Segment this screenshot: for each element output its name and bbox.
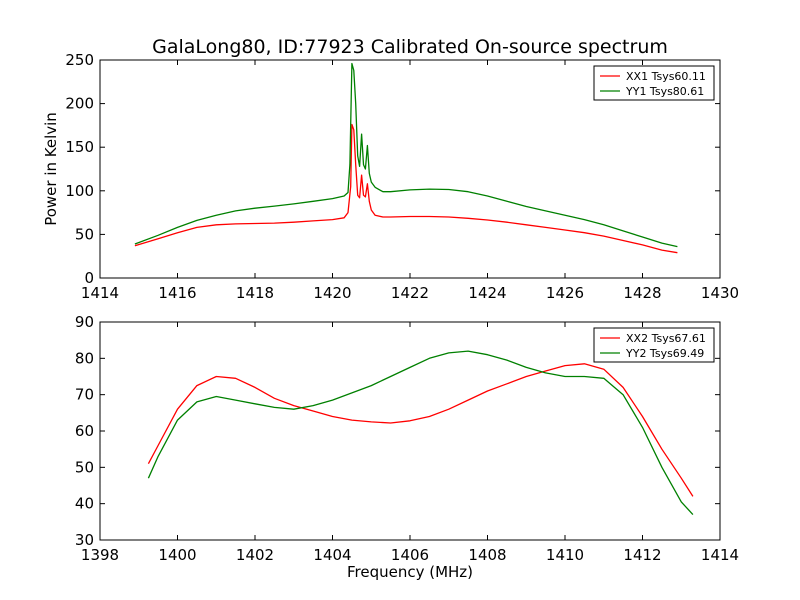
y-tick-label: 80 (75, 349, 94, 367)
y-tick-label: 250 (65, 51, 94, 69)
legend-box (593, 327, 715, 363)
y-tick-label: 150 (65, 138, 94, 156)
legend-box (593, 65, 715, 101)
panels: 1414 1416 1418 1420 1422 1424 1426 1428 14300501… (42, 51, 739, 581)
x-tick-label: 1416 (158, 284, 196, 302)
x-tick-label: 1420 (313, 284, 351, 302)
series-line-2-1 (147, 363, 694, 497)
x-tick-label: 1400 (158, 546, 196, 564)
x-tick-label: 1406 (391, 546, 429, 564)
x-tick-label: 1426 (546, 284, 584, 302)
y-tick-label: 0 (84, 269, 94, 287)
x-tick-label: 1404 (313, 546, 351, 564)
x-axis-label: Frequency (MHz) (347, 563, 473, 581)
x-tick-label: 1430 (701, 284, 739, 302)
y-tick-label: 70 (75, 386, 94, 404)
x-tick-label: 1408 (468, 546, 506, 564)
subplot-2: 1398 1400 1402 1404 1406 1408 1410 1412 1414 30 40… (75, 313, 739, 581)
y-tick-label: 50 (75, 225, 94, 243)
x-tick-label: 1410 (546, 546, 584, 564)
chart-title: GalaLong80, ID:77923 Calibrated On-sourc… (152, 36, 668, 58)
y-tick-label: 50 (75, 458, 94, 476)
y-tick-label: 200 (65, 95, 94, 113)
x-tick-label: 1414 (701, 546, 739, 564)
legend-label: XX2 Tsys67.61 (626, 332, 706, 345)
legend-label: YY2 Tsys69.49 (625, 347, 704, 360)
x-tick-label: 1428 (623, 284, 661, 302)
x-tick-label: 1402 (236, 546, 274, 564)
legend-label: XX1 Tsys60.11 (626, 70, 706, 83)
x-tick-label: 1414 (81, 284, 119, 302)
y-tick-label: 90 (75, 313, 94, 331)
legend: XX1 Tsys60.11 YY1 Tsys80.61 (593, 65, 715, 101)
y-tick-label: 40 (75, 495, 94, 513)
y-axis-label: Power in Kelvin (42, 112, 60, 226)
legend-label: YY1 Tsys80.61 (625, 85, 704, 98)
series-line-1-2 (134, 62, 678, 248)
x-tick-label: 1398 (81, 546, 119, 564)
series-line-2-2 (147, 350, 694, 516)
legend: XX2 Tsys67.61 YY2 Tsys69.49 (593, 327, 715, 363)
y-tick-label: 100 (65, 182, 94, 200)
x-tick-label: 1412 (623, 546, 661, 564)
x-tick-label: 1422 (391, 284, 429, 302)
x-tick-label: 1418 (236, 284, 274, 302)
subplot-1: 1414 1416 1418 1420 1422 1424 1426 1428 1430 0 50 1… (42, 51, 739, 302)
y-tick-label: 60 (75, 422, 94, 440)
series-line-1-1 (134, 123, 678, 254)
x-tick-label: 1424 (468, 284, 506, 302)
y-tick-label: 30 (75, 531, 94, 549)
